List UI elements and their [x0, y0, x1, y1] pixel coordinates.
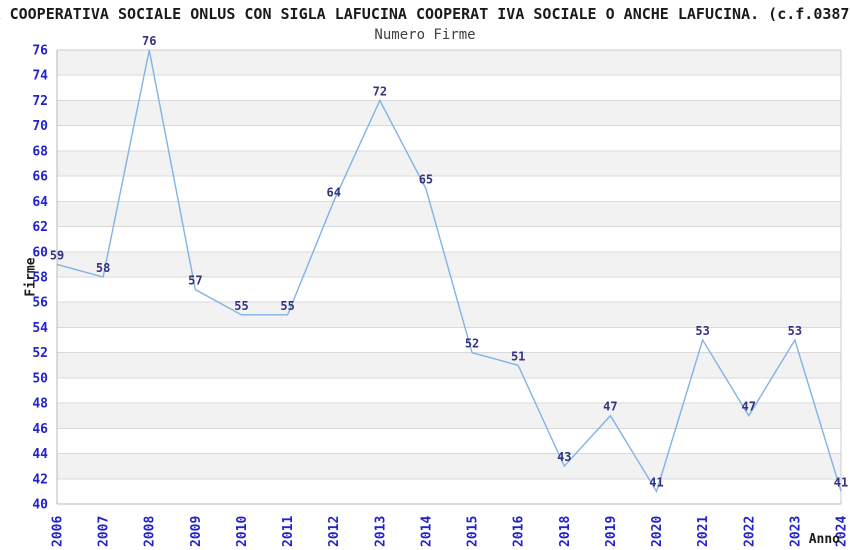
- y-tick-label: 64: [32, 195, 48, 210]
- data-label: 58: [96, 261, 110, 275]
- background-band: [57, 428, 841, 454]
- background-band: [57, 277, 841, 303]
- chart-subtitle: Numero Firme: [374, 27, 476, 43]
- data-label: 55: [234, 299, 248, 313]
- y-tick-label: 40: [32, 498, 48, 513]
- x-tick-label: 2021: [696, 516, 711, 547]
- data-label: 47: [603, 400, 617, 414]
- x-tick-label: 2010: [235, 516, 250, 547]
- data-label: 41: [649, 475, 663, 489]
- y-tick-label: 48: [32, 397, 48, 412]
- x-tick-label: 2022: [742, 516, 757, 547]
- data-label: 72: [373, 84, 387, 98]
- x-tick-label: 2018: [558, 516, 573, 547]
- y-tick-label: 50: [32, 371, 48, 386]
- data-label: 47: [742, 400, 756, 414]
- data-label: 53: [788, 324, 802, 338]
- data-label: 52: [465, 337, 479, 351]
- x-tick-label: 2011: [281, 516, 296, 547]
- y-tick-label: 42: [32, 472, 48, 487]
- x-tick-label: 2012: [327, 516, 342, 547]
- background-band: [57, 75, 841, 101]
- chart-title: A COOPERATIVA SOCIALE ONLUS CON SIGLA LA…: [0, 5, 850, 23]
- data-label: 57: [188, 274, 202, 288]
- y-tick-label: 44: [32, 447, 48, 462]
- data-label: 65: [419, 173, 433, 187]
- background-band: [57, 150, 841, 177]
- background-band: [57, 327, 841, 353]
- background-band: [57, 478, 841, 504]
- data-label: 41: [834, 475, 848, 489]
- x-tick-label: 2020: [650, 516, 665, 547]
- data-label: 64: [326, 185, 340, 199]
- x-tick-label: 2016: [512, 516, 527, 547]
- background-band: [57, 377, 841, 404]
- x-tick-label: 2024: [835, 516, 850, 547]
- y-tick-label: 62: [32, 220, 48, 235]
- background-band: [57, 100, 841, 126]
- data-label: 59: [50, 248, 64, 262]
- background-band: [57, 50, 841, 76]
- background-band: [57, 176, 841, 202]
- background-band: [57, 403, 841, 429]
- series-line: [56, 49, 842, 494]
- y-tick-label: 46: [32, 422, 48, 437]
- background-band: [57, 201, 841, 227]
- data-label: 55: [280, 299, 294, 313]
- y-axis-title: Firme: [23, 257, 39, 297]
- background-band: [57, 453, 841, 479]
- x-tick-label: 2015: [466, 516, 481, 547]
- y-tick-label: 52: [32, 346, 48, 361]
- background-band: [57, 226, 841, 252]
- x-tick-label: 2009: [189, 516, 204, 547]
- x-tick-label: 2014: [419, 516, 434, 547]
- y-tick-label: 54: [32, 321, 48, 336]
- data-label: 53: [695, 324, 709, 338]
- x-tick-label: 2006: [51, 516, 66, 547]
- y-tick-label: 74: [32, 69, 48, 84]
- x-tick-label: 2007: [97, 516, 112, 547]
- y-tick-label: 76: [32, 44, 48, 59]
- background-band: [57, 302, 841, 328]
- x-tick-label: 2013: [373, 516, 388, 547]
- y-tick-label: 60: [32, 245, 48, 260]
- y-tick-label: 68: [32, 144, 48, 159]
- chart-header: A COOPERATIVA SOCIALE ONLUS CON SIGLA LA…: [0, 5, 850, 23]
- y-tick-label: 66: [32, 170, 48, 185]
- x-tick-label: 2008: [143, 516, 158, 547]
- data-label: 76: [142, 34, 156, 48]
- x-tick-label: 2023: [788, 516, 803, 547]
- data-label: 43: [557, 450, 571, 464]
- background-band: [57, 352, 841, 378]
- x-tick-label: 2019: [604, 516, 619, 547]
- data-label: 51: [511, 349, 525, 363]
- background-band: [57, 125, 841, 151]
- x-axis-title: Anno: [808, 532, 840, 547]
- y-tick-label: 56: [32, 296, 48, 311]
- y-tick-label: 72: [32, 94, 48, 109]
- y-tick-label: 70: [32, 119, 48, 134]
- y-tick-label: 58: [32, 271, 48, 286]
